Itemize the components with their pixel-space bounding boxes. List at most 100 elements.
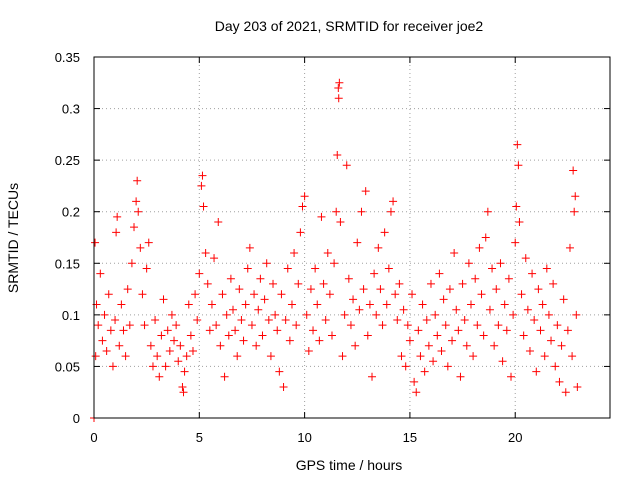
data-point [528,269,537,278]
data-point [134,207,143,216]
y-tick-label: 0.3 [62,102,80,117]
data-point [298,202,307,211]
data-point [557,341,566,350]
data-point [344,274,353,283]
data-point [374,243,383,252]
data-point [163,326,172,335]
data-point [399,305,408,314]
data-point [186,331,195,340]
data-point [393,316,402,325]
y-axis-label: SRMTID / TECUs [5,183,21,293]
data-point [254,305,263,314]
data-point [333,150,342,159]
data-point [327,331,336,340]
data-point [475,243,484,252]
data-point [340,310,349,319]
data-point [408,290,417,299]
data-point [473,321,482,330]
data-point [212,321,221,330]
data-point [361,187,370,196]
data-point [112,228,121,237]
data-point [509,310,518,319]
data-point [178,383,187,392]
data-point [384,264,393,273]
data-point [283,264,292,273]
data-point [450,248,459,257]
data-point [302,310,311,319]
data-point [170,336,179,345]
plot-frame [93,56,611,419]
data-point [157,331,166,340]
data-point [237,316,246,325]
data-point [140,321,149,330]
data-point [167,310,176,319]
data-point [338,352,347,361]
y-tick-label: 0 [73,411,80,426]
data-point [547,336,556,345]
data-point [386,207,395,216]
data-point [429,357,438,366]
data-point [207,300,216,309]
data-point [513,140,522,149]
data-point [355,305,364,314]
data-point [233,352,242,361]
data-point [424,341,433,350]
data-point [119,326,128,335]
data-point [370,269,379,278]
data-point [433,331,442,340]
data-point [309,326,318,335]
data-point [106,326,115,335]
y-tick-label: 0.05 [55,359,80,374]
data-point [287,300,296,309]
data-point [336,218,345,227]
data-point [485,305,494,314]
data-point [376,285,385,294]
data-point [172,321,181,330]
data-point [365,300,374,309]
data-point [191,290,200,299]
data-point [292,321,301,330]
data-point [494,321,503,330]
data-point [511,238,520,247]
data-point [561,388,570,397]
data-point [226,274,235,283]
data-point [201,248,210,257]
data-point [544,310,553,319]
data-point [142,264,151,273]
data-point [551,362,560,371]
data-point [351,341,360,350]
data-point [342,161,351,170]
y-tick-label: 0.2 [62,205,80,220]
data-point [179,388,188,397]
data-point [515,218,524,227]
data-point [300,192,309,201]
x-tick-label: 15 [403,430,417,445]
data-point [264,316,273,325]
data-point [176,341,185,350]
grid-lines [94,57,610,418]
data-point [96,269,105,278]
data-point [532,367,541,376]
data-point [477,290,486,299]
data-point [203,279,212,288]
data-point [335,78,344,87]
data-point [512,202,521,211]
data-point [210,254,219,263]
data-point [91,238,100,247]
data-point [507,372,516,381]
data-point [91,352,100,361]
data-point [412,388,421,397]
y-tick-label: 0.15 [55,256,80,271]
data-point [410,377,419,386]
data-point [294,279,303,288]
data-point [321,316,330,325]
data-point [123,285,132,294]
data-point [357,207,366,216]
data-point [296,228,305,237]
data-point [572,310,581,319]
data-point [466,300,475,309]
x-tick-label: 5 [196,430,203,445]
data-point [317,212,326,221]
data-point [490,341,499,350]
